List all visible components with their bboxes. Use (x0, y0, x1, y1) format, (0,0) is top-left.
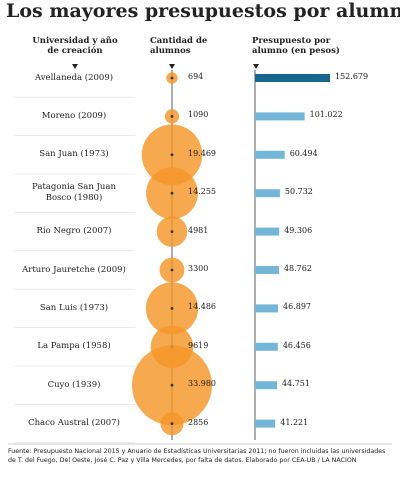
category-label: Avellaneda (2009) (34, 72, 114, 83)
bubble-value-label: 1090 (188, 110, 209, 120)
bar-value-label: 46.897 (283, 302, 312, 312)
bar-value-label: 41.221 (280, 417, 309, 427)
chart-title: Los mayores presupuestos por alumno (6, 0, 400, 22)
category-label: Patagonia San Juan Bosco (1980) (32, 182, 116, 204)
bubble-value-label: 33.980 (188, 379, 216, 389)
bubble-header: Cantidad de alumnos (150, 36, 208, 56)
bubble-center (170, 230, 174, 234)
category-label: San Luis (1973) (39, 302, 109, 313)
bar-value-label: 50.732 (284, 187, 313, 197)
bar (255, 112, 305, 121)
bar-value-label: 101.022 (309, 110, 343, 120)
bar-value-label: 48.762 (283, 264, 312, 273)
bar-header: Presupuesto por alumno (en pesos) (252, 36, 340, 56)
bubble-value-label: 694 (188, 72, 204, 81)
bubble-center (170, 268, 174, 272)
header-marker (253, 64, 259, 69)
category-label: Arturo Jauretche (2009) (22, 264, 126, 275)
bubble-center (170, 115, 174, 118)
bubble-center (170, 191, 174, 195)
bubble-center (170, 76, 174, 80)
source-note: Fuente: Presupuesto Nacional 2015 y Anua… (8, 448, 386, 464)
bubble-center (170, 153, 174, 157)
bubble-value-label: 2856 (188, 417, 209, 427)
bar (255, 150, 285, 159)
category-label: La Pampa (1958) (37, 341, 111, 352)
bar (255, 342, 278, 351)
header-marker (72, 64, 78, 69)
bar (255, 304, 279, 313)
bubble-value-label: 19.469 (188, 148, 216, 158)
bar (255, 419, 276, 428)
bubble-value-label: 14.255 (188, 187, 216, 197)
header-marker (169, 64, 175, 69)
bar (255, 227, 280, 236)
bar-value-label: 44.751 (281, 379, 310, 389)
bubble-value-label: 3300 (188, 264, 209, 273)
category-header: Universidad y año de creación (32, 36, 118, 56)
bar-value-label: 60.494 (289, 148, 318, 158)
category-label: Cuyo (1939) (47, 379, 101, 390)
category-label: Chaco Austral (2007) (28, 418, 120, 429)
bubble-center (170, 422, 174, 425)
bar-value-label: 46.456 (282, 340, 311, 350)
bubble-center (170, 383, 174, 387)
bar (255, 74, 330, 82)
bar (255, 189, 280, 198)
bar-value-label: 152.679 (335, 72, 369, 81)
category-label: Moreno (2009) (41, 110, 107, 121)
bubble-center (170, 307, 174, 310)
bar-value-label: 49.306 (284, 225, 313, 235)
bubble-value-label: 9619 (188, 340, 209, 350)
bar (255, 381, 277, 390)
bubble-value-label: 14.486 (188, 302, 216, 312)
bar (255, 266, 279, 274)
category-label: San Juan (1973) (39, 149, 109, 160)
category-label: Río Negro (2007) (36, 226, 112, 237)
bubble-value-label: 4981 (188, 225, 209, 235)
